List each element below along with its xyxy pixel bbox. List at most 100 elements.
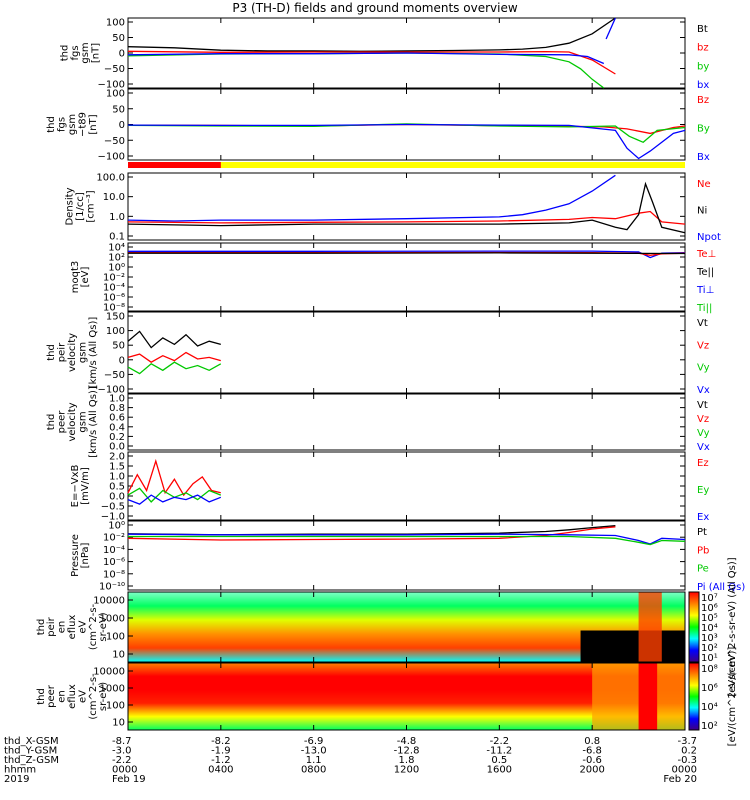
- y-tick-label: −50: [104, 370, 125, 381]
- series-bz-line: [127, 50, 616, 75]
- colorbar-tick-label: 10⁸: [701, 664, 718, 675]
- legend-by: By: [697, 124, 710, 135]
- ylabel-pressure: Pressure[nPa]: [70, 534, 91, 577]
- legend-vy: Vy: [697, 428, 710, 439]
- y-tick-label: 1.0: [109, 212, 125, 223]
- x-tick-label: 0000: [112, 765, 137, 776]
- ylabel-peer_en: thdpeerenefluxeV(cm^2-s-sr-eV): [36, 673, 109, 720]
- y-tick-label: 10⁻¹⁰: [99, 582, 125, 593]
- x-tick-label: -12.8: [394, 746, 420, 757]
- legend-vz: Vz: [697, 414, 709, 425]
- y-tick-label: 10000: [93, 667, 125, 678]
- colorbar-label: [eV/(cm^2-s-sr-eV) (All Qs)]: [727, 557, 738, 696]
- x-tick-label: -1.9: [211, 746, 231, 757]
- x-tick-label: -8.7: [112, 736, 132, 747]
- y-tick-label: 10⁻⁸: [103, 569, 125, 580]
- x-tick-label: 0800: [301, 765, 326, 776]
- x-tick-label: -11.2: [486, 746, 512, 757]
- legend-te: Te⊥: [696, 249, 716, 260]
- y-tick-label: 150: [106, 312, 125, 323]
- colorbar-tick-label: 10⁵: [701, 613, 718, 624]
- mode-bar-yellow: [128, 162, 685, 168]
- legend-bz: Bz: [697, 95, 709, 106]
- y-tick-label: 0: [119, 120, 125, 131]
- y-tick-label: 10: [112, 650, 125, 661]
- x-tick-label: -3.7: [677, 736, 697, 747]
- spectrogram-event: [638, 663, 658, 730]
- colorbar-tick-label: 10³: [701, 633, 718, 644]
- panel-pressure: [127, 520, 686, 591]
- y-tick-label: 10000: [93, 596, 125, 607]
- y-tick-label: 10⁻⁶: [103, 293, 125, 304]
- colorbar-tick-label: 10¹: [701, 653, 718, 664]
- y-tick-label: −100: [98, 80, 125, 91]
- legend-pe: Pe: [697, 564, 709, 575]
- legend-bz: bz: [697, 43, 709, 54]
- series-ne-line: [127, 210, 686, 225]
- y-tick-label: 10⁻⁴: [103, 283, 125, 294]
- ylabel-efield: E=−VxB[mV/m]: [70, 465, 91, 508]
- y-tick-label: 10⁻⁸: [103, 303, 125, 314]
- x-tick-label: 2000: [579, 765, 604, 776]
- x-tick-label: -1.2: [211, 755, 231, 766]
- y-tick-label: 0.1: [109, 232, 125, 243]
- x-tick-label: 1200: [394, 765, 419, 776]
- colorbar-tick-label: 10²: [701, 721, 718, 732]
- legend-pb: Pb: [697, 545, 709, 556]
- series-ni-line: [127, 181, 686, 234]
- series-ex-line: [127, 494, 222, 505]
- legend-te: Te||: [696, 267, 714, 278]
- legend-vx: Vx: [697, 442, 710, 453]
- ylabel-density: Density[1/cc][cm⁻³]: [65, 187, 97, 225]
- legend-vy: Vy: [697, 363, 710, 374]
- legend-by: by: [697, 61, 709, 72]
- x-tick-label: -0.3: [677, 755, 697, 766]
- series-bt-line: [127, 17, 616, 52]
- legend-ti: Ti||: [696, 303, 712, 314]
- x-row-label: thd_Y-GSM: [4, 746, 57, 757]
- y-tick-label: 100: [106, 89, 125, 100]
- series-bx-line: [127, 52, 605, 65]
- legend-ni: Ni: [697, 206, 707, 217]
- colorbar-label: [eV/(cm^2-s-sr-eV)]: [727, 647, 738, 747]
- series-vz-line: [127, 351, 221, 363]
- y-tick-label: −1.0: [101, 512, 125, 523]
- y-tick-label: 10²: [108, 253, 125, 264]
- panel-density: [127, 172, 686, 241]
- y-tick-label: 1000: [100, 614, 125, 625]
- series-pe-line: [128, 535, 686, 546]
- y-tick-label: 10⁰: [108, 263, 125, 274]
- y-tick-label: 2.0: [109, 452, 125, 463]
- legend-vt: Vt: [697, 400, 708, 411]
- series-bx-line: [605, 17, 616, 40]
- y-tick-label: 0.8: [109, 403, 125, 414]
- y-tick-label: 0.2: [109, 432, 125, 443]
- x-row-label: thd_X-GSM: [4, 736, 59, 747]
- x-tick-label: 1600: [487, 765, 512, 776]
- page-title: P3 (TH-D) fields and ground moments over…: [232, 1, 518, 15]
- x-tick-label: -0.6: [582, 755, 602, 766]
- y-tick-label: 0.6: [109, 413, 125, 424]
- legend-ti: Ti⊥: [696, 285, 714, 296]
- series-pi-line: [127, 533, 686, 545]
- y-tick-label: 10: [112, 718, 125, 729]
- colorbar-tick-label: 10⁶: [701, 683, 718, 694]
- y-tick-label: 0.5: [109, 482, 125, 493]
- x-row-label: hhmm: [4, 765, 36, 776]
- legend-vt: Vt: [697, 318, 708, 329]
- y-tick-label: 10⁻²: [103, 533, 125, 544]
- y-tick-label: 100.0: [96, 173, 125, 184]
- date-start: Feb 19: [112, 774, 146, 785]
- colorbar-tick-label: 10⁷: [701, 593, 718, 604]
- ylabel-peer: thdpeervelocitygsm[km/s (All Qs)]: [46, 386, 99, 458]
- legend-piallqs: Pi (All Qs): [697, 582, 745, 593]
- legend-ne: Ne: [697, 179, 711, 190]
- y-tick-label: 10.0: [103, 192, 125, 203]
- colorbar-tick-label: 10²: [701, 643, 718, 654]
- y-tick-label: 50: [112, 33, 125, 44]
- x-tick-label: -3.0: [112, 746, 132, 757]
- y-tick-label: 1.0: [109, 394, 125, 405]
- series-bx-line: [127, 123, 686, 160]
- legend-bt: Bt: [697, 24, 708, 35]
